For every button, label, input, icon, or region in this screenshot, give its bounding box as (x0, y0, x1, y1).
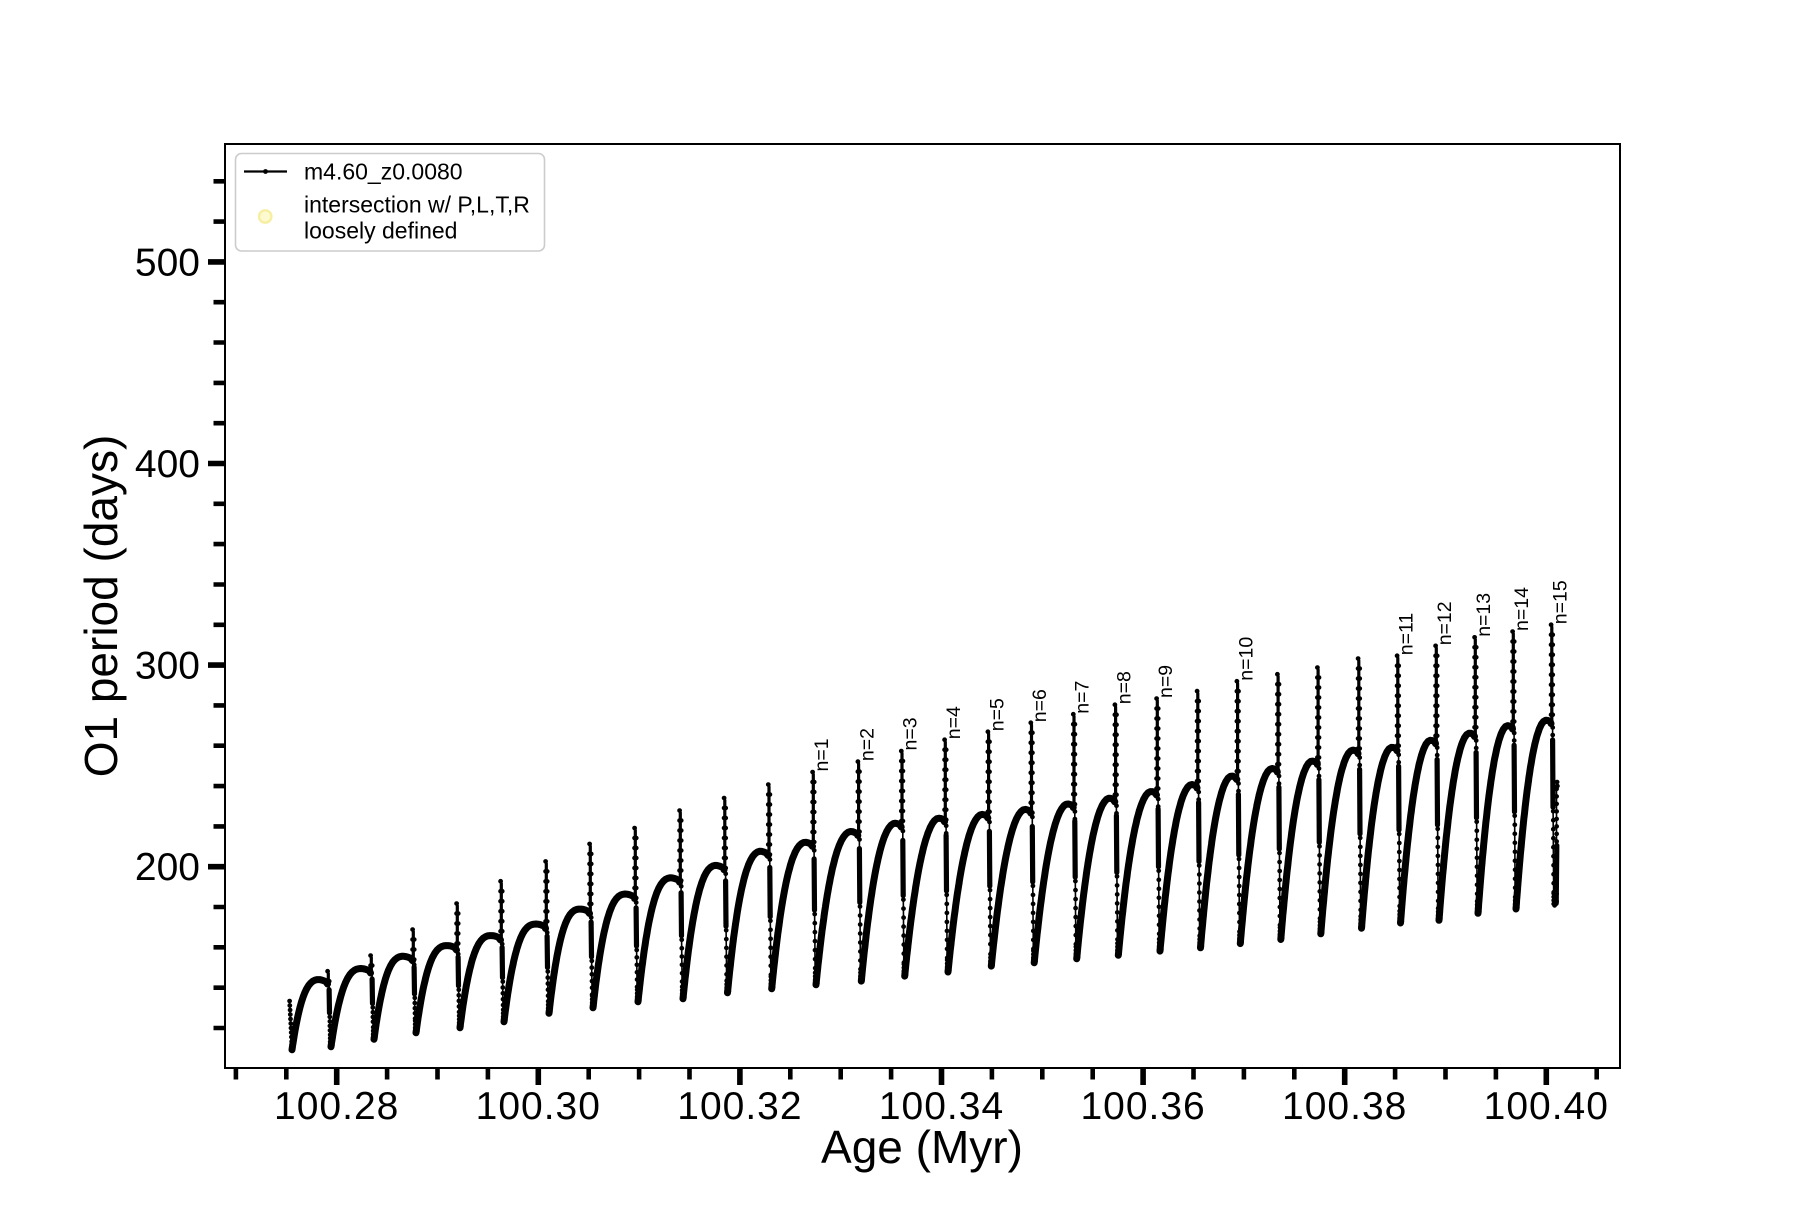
svg-text:loosely defined: loosely defined (304, 218, 457, 244)
svg-text:Age (Myr): Age (Myr) (821, 1121, 1023, 1173)
svg-text:n=3: n=3 (900, 717, 922, 750)
svg-text:500: 500 (135, 241, 200, 284)
svg-text:100.32: 100.32 (677, 1085, 802, 1128)
svg-text:O1 period (days): O1 period (days) (75, 435, 127, 778)
svg-text:400: 400 (135, 443, 200, 486)
svg-text:n=9: n=9 (1155, 665, 1177, 698)
svg-text:100.40: 100.40 (1484, 1085, 1609, 1128)
svg-text:300: 300 (135, 645, 200, 688)
svg-text:n=1: n=1 (811, 738, 833, 771)
svg-text:n=8: n=8 (1113, 671, 1135, 704)
svg-text:100.30: 100.30 (476, 1085, 601, 1128)
svg-text:n=6: n=6 (1029, 689, 1051, 722)
svg-text:100.28: 100.28 (274, 1085, 399, 1128)
svg-text:n=12: n=12 (1434, 601, 1456, 645)
svg-text:100.38: 100.38 (1282, 1085, 1407, 1128)
svg-text:100.34: 100.34 (879, 1085, 1004, 1128)
svg-text:m4.60_z0.0080: m4.60_z0.0080 (304, 159, 463, 185)
svg-text:n=7: n=7 (1072, 681, 1094, 714)
svg-text:n=14: n=14 (1511, 587, 1533, 631)
svg-text:n=5: n=5 (986, 698, 1008, 731)
svg-text:n=15: n=15 (1550, 580, 1572, 624)
svg-text:n=13: n=13 (1473, 593, 1495, 637)
svg-text:200: 200 (135, 846, 200, 889)
svg-text:intersection w/ P,L,T,R: intersection w/ P,L,T,R (304, 192, 530, 218)
svg-text:n=11: n=11 (1396, 613, 1418, 655)
svg-text:n=4: n=4 (943, 706, 965, 739)
svg-text:n=10: n=10 (1235, 637, 1257, 681)
svg-text:n=2: n=2 (856, 728, 878, 761)
svg-text:100.36: 100.36 (1080, 1085, 1205, 1128)
